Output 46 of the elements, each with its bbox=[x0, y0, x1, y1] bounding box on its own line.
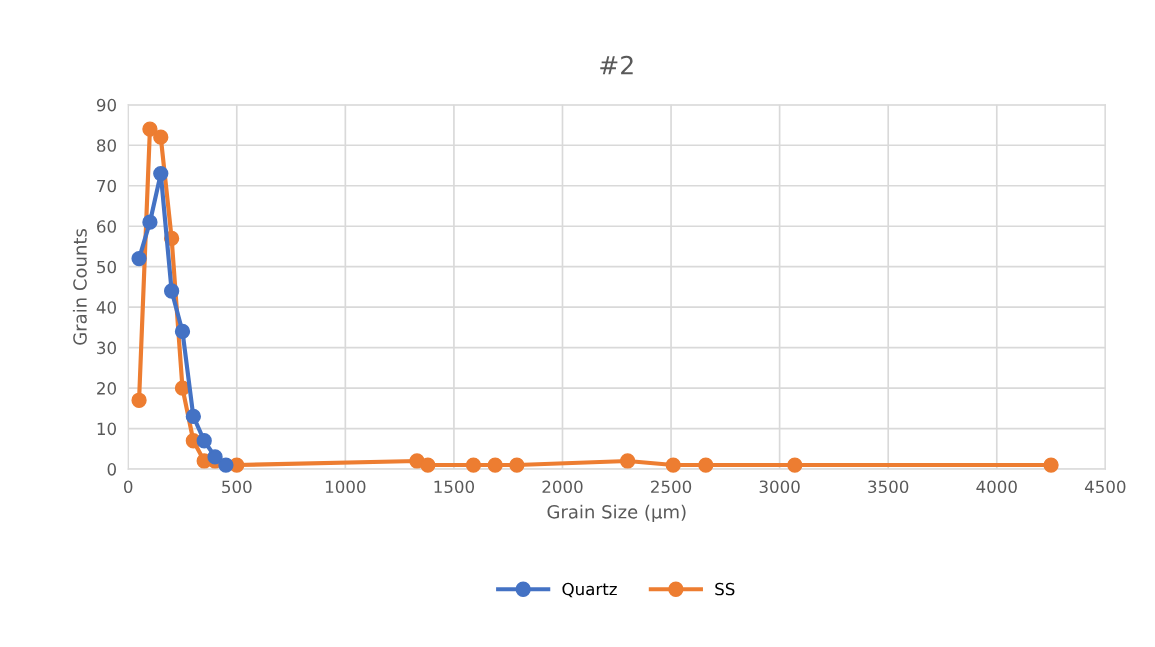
point bbox=[131, 392, 147, 408]
x-tick-label: 3000 bbox=[759, 480, 800, 494]
point bbox=[163, 283, 180, 299]
x-tick-label: 3500 bbox=[868, 480, 909, 494]
point bbox=[509, 457, 525, 473]
point bbox=[153, 129, 169, 145]
point bbox=[207, 449, 223, 465]
point bbox=[487, 457, 503, 473]
y-tick-label: 50 bbox=[97, 260, 116, 274]
point bbox=[420, 457, 436, 473]
point bbox=[142, 214, 158, 230]
y-tick-label: 10 bbox=[97, 422, 116, 436]
y-tick-label: 90 bbox=[96, 98, 116, 112]
point bbox=[465, 457, 482, 473]
point bbox=[787, 457, 803, 473]
legend-label: Quartz bbox=[562, 582, 617, 598]
point bbox=[174, 323, 191, 340]
y-tick-label: 80 bbox=[97, 139, 116, 152]
x-tick-label: 500 bbox=[222, 480, 252, 494]
x-axis-title: Grain Size (µm) bbox=[547, 504, 686, 523]
x-tick-label: 4000 bbox=[976, 480, 1017, 494]
y-tick-label: 60 bbox=[97, 220, 116, 233]
point bbox=[218, 457, 234, 473]
x-tick-label: 1500 bbox=[434, 480, 475, 494]
y-axis-title: Grain Counts bbox=[72, 228, 87, 345]
point bbox=[142, 121, 158, 137]
y-tick-label: 20 bbox=[97, 382, 116, 395]
point bbox=[1043, 457, 1059, 473]
point bbox=[153, 165, 169, 182]
y-tick-label: 0 bbox=[107, 463, 116, 476]
chart-title: #2 bbox=[600, 55, 633, 75]
y-tick-label: 30 bbox=[97, 341, 116, 355]
y-tick-label: 70 bbox=[97, 179, 116, 193]
x-tick-label: 1000 bbox=[325, 480, 366, 494]
point bbox=[665, 457, 681, 473]
point bbox=[698, 457, 714, 473]
point bbox=[185, 408, 201, 425]
legend-label: SS bbox=[715, 582, 735, 596]
y-tick-label: 40 bbox=[96, 301, 116, 314]
x-tick-label: 0 bbox=[124, 480, 133, 494]
x-tick-label: 4500 bbox=[1084, 480, 1126, 494]
point bbox=[196, 433, 212, 449]
x-tick-label: 2500 bbox=[651, 480, 692, 494]
x-tick-label: 2000 bbox=[542, 480, 583, 494]
point bbox=[619, 453, 636, 469]
point bbox=[131, 250, 147, 267]
